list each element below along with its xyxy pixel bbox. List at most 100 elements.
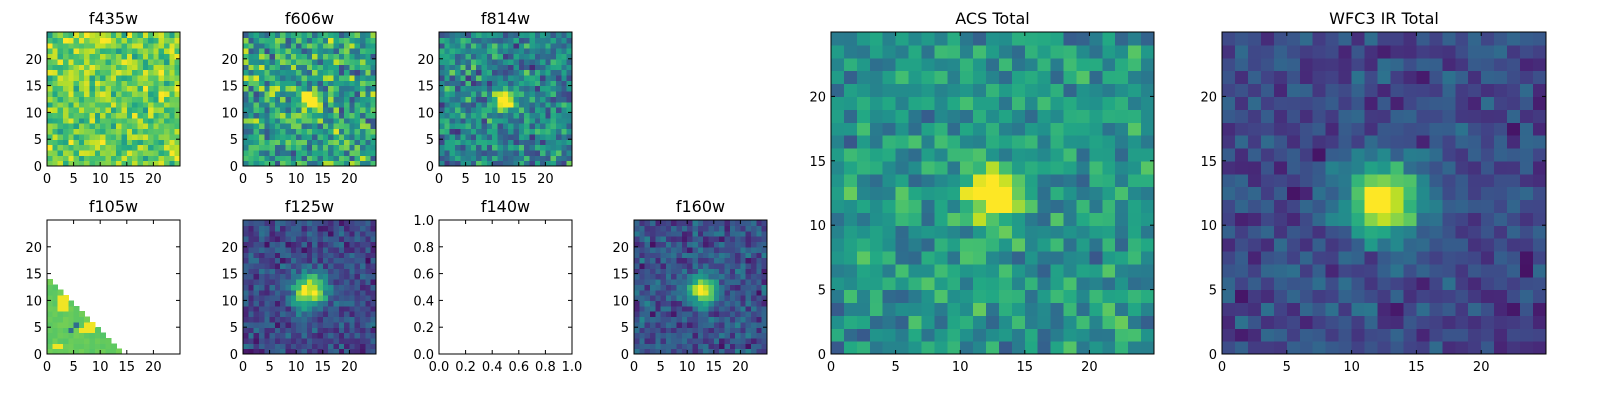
- pixel: [349, 37, 356, 44]
- pixel: [1338, 212, 1353, 226]
- pixel: [73, 305, 80, 312]
- pixel: [52, 53, 59, 60]
- pixel: [94, 123, 101, 130]
- pixel: [317, 149, 324, 156]
- pixel: [1273, 122, 1288, 136]
- pixel: [1234, 109, 1249, 123]
- pixel: [78, 348, 85, 355]
- pixel: [253, 101, 260, 108]
- pixel: [986, 328, 1000, 342]
- pixel: [513, 74, 520, 81]
- pixel: [306, 149, 313, 156]
- pixel: [545, 48, 552, 55]
- pixel: [566, 101, 573, 108]
- pixel: [52, 101, 59, 108]
- pixel: [243, 284, 249, 291]
- pixel: [756, 332, 763, 339]
- pixel: [322, 133, 329, 140]
- pixel: [882, 328, 897, 342]
- pixel: [349, 295, 356, 301]
- pixel: [248, 321, 255, 328]
- pixel: [243, 155, 249, 162]
- pixel: [724, 230, 731, 237]
- pixel: [934, 315, 948, 329]
- pixel: [973, 302, 987, 316]
- pixel: [253, 268, 260, 275]
- pixel: [296, 252, 303, 259]
- pixel: [1234, 173, 1249, 188]
- pixel: [1429, 199, 1443, 213]
- pixel: [153, 32, 160, 38]
- pixel: [258, 101, 265, 108]
- pixel: [1011, 96, 1026, 110]
- pixel: [882, 199, 897, 213]
- pixel: [301, 144, 308, 151]
- pixel: [57, 305, 64, 312]
- pixel: [274, 332, 281, 339]
- pixel: [497, 69, 504, 76]
- pixel: [973, 57, 987, 72]
- pixel: [264, 90, 271, 97]
- pixel: [671, 300, 678, 307]
- pixel: [960, 186, 974, 201]
- pixel: [1128, 263, 1142, 278]
- pixel: [497, 58, 504, 65]
- pixel: [1325, 225, 1340, 239]
- pixel: [360, 133, 366, 140]
- pixel: [322, 107, 329, 113]
- pixel: [360, 37, 366, 44]
- pixel: [1325, 263, 1340, 278]
- pixel: [843, 96, 858, 110]
- y-tick-label: 20: [612, 241, 629, 256]
- pixel: [269, 316, 276, 323]
- pixel: [258, 220, 265, 226]
- pixel: [719, 284, 726, 291]
- pixel: [317, 123, 324, 130]
- pixel: [740, 348, 747, 355]
- pixel: [1442, 250, 1456, 265]
- pixel: [703, 241, 710, 248]
- pixel: [158, 101, 165, 108]
- x-tick-label: 5: [69, 360, 77, 375]
- pixel: [274, 337, 281, 344]
- pixel: [94, 37, 101, 44]
- pixel: [1351, 160, 1366, 175]
- pixel: [492, 58, 499, 65]
- pixel: [365, 343, 372, 350]
- pixel: [142, 123, 149, 130]
- pixel: [116, 139, 123, 146]
- pixel: [47, 48, 53, 55]
- pixel: [158, 155, 165, 162]
- pixel: [687, 236, 694, 243]
- x-tick-label: 20: [341, 172, 358, 187]
- pixel: [713, 316, 720, 323]
- pixel: [290, 155, 297, 162]
- pixel: [258, 160, 265, 167]
- pixel: [934, 122, 948, 136]
- pixel: [1377, 57, 1392, 72]
- pixel: [947, 238, 961, 252]
- pixel: [751, 225, 757, 232]
- pixel: [895, 44, 910, 59]
- pixel: [561, 80, 568, 87]
- pixel: [1260, 96, 1275, 110]
- pixel: [164, 53, 170, 60]
- pixel: [751, 311, 757, 318]
- pixel: [1063, 276, 1078, 291]
- pixel: [296, 149, 303, 156]
- pixel: [1442, 199, 1456, 213]
- pixel: [258, 96, 265, 103]
- pixel: [1011, 83, 1026, 97]
- pixel: [529, 48, 536, 55]
- pixel: [665, 220, 672, 226]
- pixel: [550, 149, 557, 156]
- pixel: [524, 90, 531, 97]
- pixel: [1128, 315, 1142, 329]
- pixel: [634, 225, 640, 232]
- f606w-title: f606w: [285, 9, 334, 28]
- pixel: [248, 278, 255, 285]
- pixel: [831, 186, 845, 201]
- pixel: [751, 300, 757, 307]
- pixel: [465, 117, 472, 124]
- pixel: [94, 74, 101, 81]
